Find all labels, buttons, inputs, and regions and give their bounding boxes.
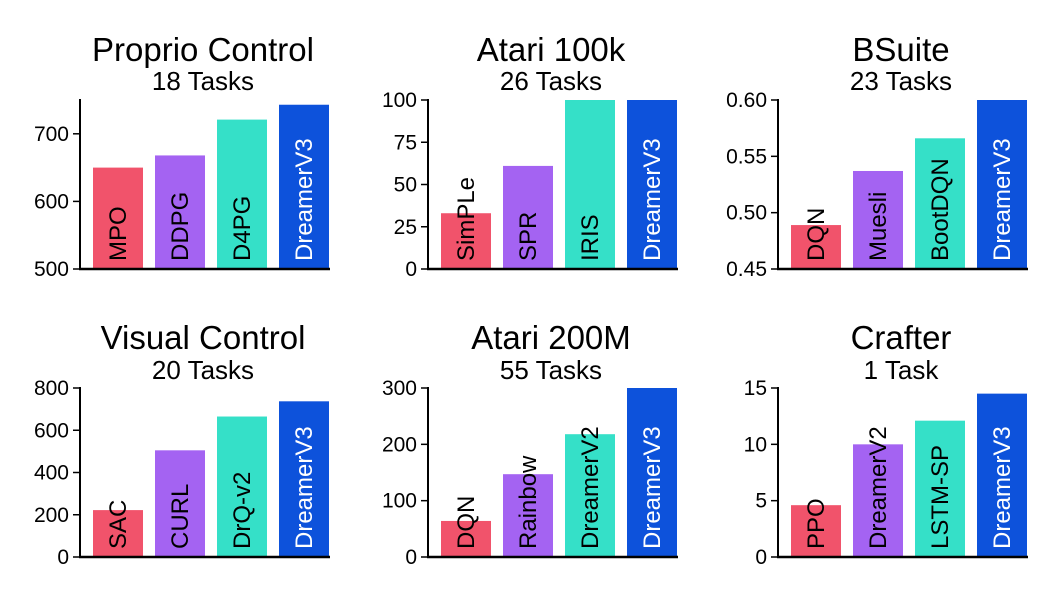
bar-dreamerv3 <box>279 401 329 557</box>
bar-label-drq-v2: DrQ-v2 <box>229 472 256 549</box>
bar-dreamerv2 <box>853 444 903 557</box>
chart-subtitle: 55 Tasks <box>500 355 602 385</box>
y-tick-label: 0 <box>57 546 69 569</box>
y-tick-label: 0.60 <box>726 89 767 112</box>
y-tick-label: 0.55 <box>726 145 767 168</box>
bar-lstm-sp <box>915 420 965 557</box>
bar-curl <box>155 450 205 557</box>
chart-subtitle: 18 Tasks <box>152 66 254 96</box>
bar-ddpg <box>155 155 205 269</box>
bar-bootdqn <box>915 138 965 269</box>
bar-dreamerv3 <box>279 104 329 270</box>
bar-dreamerv3 <box>977 393 1027 557</box>
y-tick-label: 400 <box>34 462 69 485</box>
chart-subtitle: 23 Tasks <box>850 66 952 96</box>
bar-label-ppo: PPO <box>803 498 830 549</box>
y-tick-label: 25 <box>394 216 417 239</box>
bar-label-bootdqn: BootDQN <box>927 158 954 261</box>
y-tick-label: 0 <box>755 546 767 569</box>
y-tick-label: 500 <box>34 258 69 281</box>
bar-drq-v2 <box>217 416 267 557</box>
y-tick-label: 800 <box>34 377 69 400</box>
bar-label-dreamerv3: DreamerV3 <box>639 426 666 549</box>
bar-label-dqn: DQN <box>453 496 480 549</box>
bar-dqn <box>441 520 491 557</box>
bar-rainbow <box>503 474 553 557</box>
y-tick-label: 50 <box>394 174 417 197</box>
bar-label-rainbow: Rainbow <box>515 455 542 549</box>
bar-label-dreamerv2: DreamerV2 <box>577 426 604 549</box>
bar-dreamerv2 <box>565 434 615 557</box>
bar-ppo <box>791 505 841 557</box>
bar-label-sac: SAC <box>105 500 132 549</box>
bar-dreamerv3 <box>627 100 677 269</box>
bar-label-dreamerv3: DreamerV3 <box>989 138 1016 261</box>
chart-title: BSuite <box>852 31 949 68</box>
chart-title: Proprio Control <box>92 31 314 68</box>
chart-subtitle: 20 Tasks <box>152 355 254 385</box>
y-tick-label: 300 <box>382 377 417 400</box>
bar-d4pg <box>217 119 267 269</box>
bar-label-curl: CURL <box>167 484 194 549</box>
chart-title: Crafter <box>851 319 952 356</box>
y-tick-label: 5 <box>755 490 767 513</box>
bar-mpo <box>93 167 143 269</box>
bar-dreamerv3 <box>977 100 1027 269</box>
chart-subtitle: 26 Tasks <box>500 66 602 96</box>
bar-label-muesli: Muesli <box>865 192 892 261</box>
bar-label-dreamerv3: DreamerV3 <box>639 138 666 261</box>
chart-title: Atari 100k <box>477 31 626 68</box>
y-tick-label: 100 <box>382 89 417 112</box>
y-tick-label: 600 <box>34 190 69 213</box>
bar-label-dreamerv3: DreamerV3 <box>989 426 1016 549</box>
y-tick-label: 0 <box>405 258 417 281</box>
y-tick-label: 200 <box>382 433 417 456</box>
bar-iris <box>565 100 615 269</box>
bar-muesli <box>853 170 903 269</box>
bar-label-dreamerv3: DreamerV3 <box>291 138 318 261</box>
bar-label-spr: SPR <box>515 212 542 261</box>
chart-subtitle: 1 Task <box>864 355 940 385</box>
y-tick-label: 0.50 <box>726 202 767 225</box>
bar-label-dreamerv2: DreamerV2 <box>865 426 892 549</box>
bar-label-dreamerv3: DreamerV3 <box>291 426 318 549</box>
bar-sac <box>93 510 143 557</box>
bar-label-iris: IRIS <box>577 214 604 261</box>
y-tick-label: 100 <box>382 490 417 513</box>
bar-simple <box>441 213 491 269</box>
y-tick-label: 0.45 <box>726 258 767 281</box>
bar-label-d4pg: D4PG <box>229 196 256 261</box>
chart-title: Atari 200M <box>471 319 631 356</box>
bar-label-simple: SimPLe <box>453 177 480 261</box>
bar-label-dqn: DQN <box>803 208 830 261</box>
bar-dqn <box>791 225 841 269</box>
chart-title: Visual Control <box>101 319 306 356</box>
y-tick-label: 15 <box>744 377 767 400</box>
y-tick-label: 600 <box>34 419 69 442</box>
y-tick-label: 200 <box>34 504 69 527</box>
y-tick-label: 75 <box>394 131 417 154</box>
y-tick-label: 700 <box>34 123 69 146</box>
bar-label-ddpg: DDPG <box>167 192 194 261</box>
y-tick-label: 0 <box>405 546 417 569</box>
bar-dreamerv3 <box>627 388 677 557</box>
y-tick-label: 10 <box>744 433 767 456</box>
bar-label-lstm-sp: LSTM-SP <box>927 445 954 549</box>
bar-spr <box>503 165 553 269</box>
bar-label-mpo: MPO <box>105 206 132 261</box>
